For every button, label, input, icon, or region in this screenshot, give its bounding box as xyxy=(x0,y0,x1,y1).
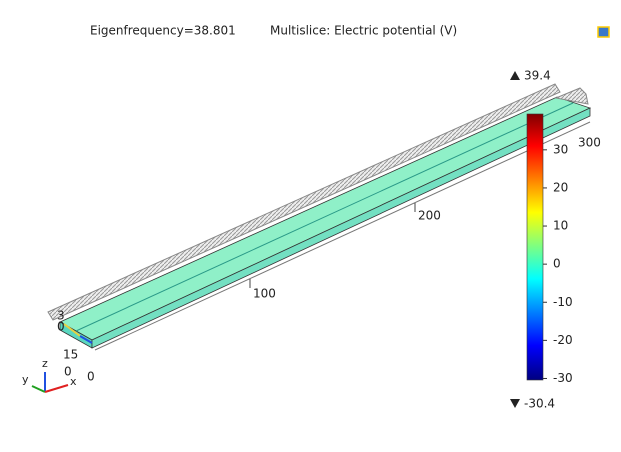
page: {"title": {"eigenfrequency": "Eigenfrequ… xyxy=(0,0,621,448)
triad-x xyxy=(45,385,68,392)
colorbar-max: 39.4 xyxy=(524,69,551,83)
colorbar-tick-label: 30 xyxy=(553,142,568,156)
axis-label: 100 xyxy=(253,287,276,301)
graphics-window: Eigenfrequency=38.801 Multislice: Electr… xyxy=(0,0,621,448)
grid-edge xyxy=(95,122,590,350)
colorbar-tick-label: 20 xyxy=(553,180,568,194)
triad-label: x xyxy=(70,375,77,388)
edge-label: 15 xyxy=(63,348,78,362)
title-frequency: Eigenfrequency=38.801 xyxy=(90,24,236,38)
min-arrow xyxy=(510,399,520,408)
axis-label: 300 xyxy=(578,136,601,150)
beam-midline xyxy=(76,103,573,331)
triad-y xyxy=(32,386,45,392)
colorbar-min: -30.4 xyxy=(524,397,555,411)
triad-label: y xyxy=(22,373,29,386)
max-arrow xyxy=(510,71,520,80)
edge-label: 0 xyxy=(87,370,95,384)
colorbar-tick-label: -10 xyxy=(553,295,573,309)
edge-label: 0 xyxy=(57,320,65,334)
window-icon[interactable] xyxy=(598,27,609,37)
beam-top xyxy=(60,97,590,340)
colorbar-tick-label: -30 xyxy=(553,371,573,385)
colorbar-tick-label: 0 xyxy=(553,257,561,271)
title-plot: Multislice: Electric potential (V) xyxy=(270,24,457,38)
back-wall xyxy=(48,84,560,320)
colorbar-tick-label: 10 xyxy=(553,219,568,233)
colorbar xyxy=(527,114,543,380)
beam-side xyxy=(92,108,590,348)
colorbar-ticks: 30 20 10 0 -10 -20 -30 xyxy=(543,142,573,385)
triad-label: z xyxy=(42,357,48,370)
colorbar-tick-label: -20 xyxy=(553,333,573,347)
axis-label: 200 xyxy=(418,209,441,223)
